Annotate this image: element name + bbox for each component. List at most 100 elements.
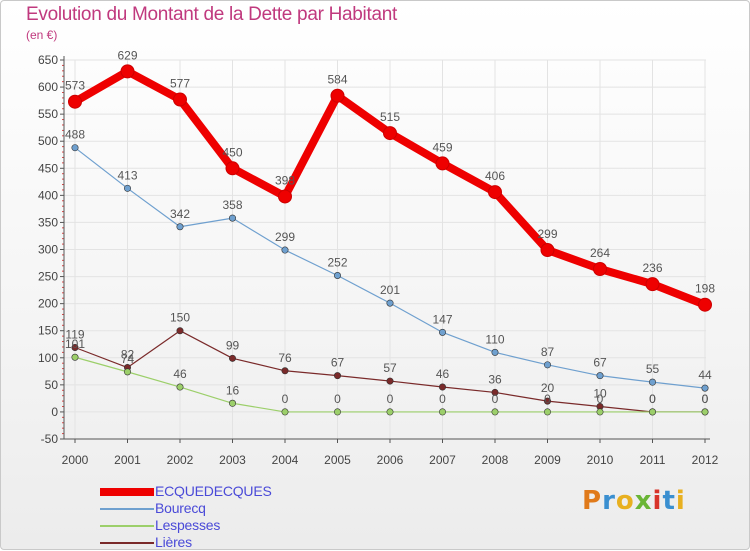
data-point bbox=[225, 161, 240, 176]
data-point bbox=[176, 327, 184, 335]
data-label: 629 bbox=[117, 48, 137, 62]
data-point bbox=[596, 408, 604, 416]
x-tick-label: 2006 bbox=[377, 453, 404, 467]
data-label: 46 bbox=[436, 367, 450, 381]
data-label: 36 bbox=[488, 372, 502, 386]
data-label: 299 bbox=[275, 230, 295, 244]
x-tick-label: 2001 bbox=[114, 453, 141, 467]
data-point bbox=[543, 408, 551, 416]
data-point bbox=[281, 367, 289, 375]
data-label: 67 bbox=[593, 356, 607, 370]
data-label: 76 bbox=[278, 351, 292, 365]
data-label: 82 bbox=[121, 348, 135, 362]
data-label: 488 bbox=[65, 128, 85, 142]
data-point bbox=[333, 372, 341, 380]
data-label: 10 bbox=[593, 387, 607, 401]
data-label: 413 bbox=[117, 168, 137, 182]
data-point bbox=[281, 246, 289, 254]
data-point bbox=[543, 361, 551, 369]
data-label: 0 bbox=[544, 392, 551, 406]
data-point bbox=[229, 214, 237, 222]
data-label: 16 bbox=[226, 383, 240, 397]
data-point bbox=[593, 261, 607, 276]
data-label: 198 bbox=[695, 282, 715, 296]
legend-label: ECQUEDECQUES bbox=[155, 483, 272, 499]
data-point bbox=[124, 184, 132, 192]
y-tick-label: 200 bbox=[38, 297, 58, 311]
data-label: 0 bbox=[649, 392, 656, 406]
chart-title: Evolution du Montant de la Dette par Hab… bbox=[26, 4, 397, 25]
data-label: 46 bbox=[173, 367, 187, 381]
data-label: 299 bbox=[537, 227, 557, 241]
data-label: 55 bbox=[646, 362, 660, 376]
data-point bbox=[386, 377, 394, 385]
data-point bbox=[648, 408, 656, 416]
data-point bbox=[488, 185, 502, 200]
y-tick-label: 450 bbox=[38, 161, 58, 175]
data-point bbox=[698, 297, 712, 312]
data-point bbox=[330, 88, 345, 103]
data-label: 342 bbox=[170, 207, 190, 221]
data-point bbox=[333, 271, 341, 279]
data-label: 0 bbox=[282, 392, 289, 406]
data-label: 0 bbox=[702, 392, 709, 406]
data-label: 119 bbox=[65, 327, 84, 341]
x-tick-label: 2010 bbox=[587, 453, 614, 467]
x-tick-label: 2005 bbox=[324, 453, 351, 467]
data-point bbox=[491, 408, 499, 416]
data-label: 459 bbox=[432, 140, 452, 154]
x-tick-label: 2000 bbox=[62, 453, 89, 467]
data-point bbox=[701, 408, 709, 416]
proxiti-logo: Proxiti bbox=[582, 486, 686, 516]
data-point bbox=[229, 399, 237, 407]
data-label: 236 bbox=[642, 261, 662, 275]
data-label: 0 bbox=[492, 392, 499, 406]
legend-label: Lespesses bbox=[155, 517, 221, 533]
data-point bbox=[120, 64, 135, 79]
x-tick-label: 2007 bbox=[429, 453, 456, 467]
data-label: 398 bbox=[275, 173, 295, 187]
legend-label: Bourecq bbox=[155, 500, 206, 516]
data-point bbox=[71, 144, 79, 152]
legend-swatch bbox=[100, 488, 154, 496]
data-label: 0 bbox=[702, 392, 709, 406]
x-tick-label: 2009 bbox=[534, 453, 561, 467]
data-label: 57 bbox=[383, 361, 397, 375]
data-point bbox=[438, 328, 446, 336]
data-label: 147 bbox=[432, 312, 452, 326]
x-tick-label: 2002 bbox=[167, 453, 194, 467]
data-point bbox=[229, 354, 237, 362]
data-point bbox=[648, 378, 656, 386]
data-label: 0 bbox=[334, 392, 341, 406]
data-label: 515 bbox=[380, 110, 400, 124]
y-tick-label: 0 bbox=[51, 405, 58, 419]
data-label: 201 bbox=[380, 283, 400, 297]
y-tick-label: 50 bbox=[45, 378, 59, 392]
data-label: 0 bbox=[387, 392, 394, 406]
legend-swatch bbox=[100, 508, 154, 510]
data-label: 44 bbox=[698, 368, 712, 382]
data-point bbox=[435, 156, 450, 171]
legend-swatch bbox=[100, 542, 154, 544]
data-label: 67 bbox=[331, 356, 345, 370]
data-point bbox=[176, 383, 184, 391]
legend-label: Lières bbox=[155, 534, 192, 550]
data-point bbox=[124, 368, 132, 376]
data-point bbox=[68, 94, 82, 109]
y-tick-label: 250 bbox=[38, 270, 58, 284]
data-label: 87 bbox=[541, 345, 555, 359]
data-point bbox=[386, 299, 394, 307]
data-label: 20 bbox=[541, 381, 555, 395]
data-label: 0 bbox=[597, 392, 604, 406]
data-label: 584 bbox=[327, 73, 347, 87]
x-tick-label: 2011 bbox=[640, 453, 666, 467]
y-tick-label: 550 bbox=[38, 107, 58, 121]
data-point bbox=[438, 408, 446, 416]
y-tick-label: 600 bbox=[38, 80, 58, 94]
data-point bbox=[71, 343, 79, 351]
y-tick-label: 300 bbox=[38, 243, 58, 257]
data-label: 450 bbox=[222, 145, 242, 159]
data-label: 99 bbox=[226, 338, 240, 352]
x-tick-label: 2012 bbox=[692, 453, 719, 467]
data-label: 358 bbox=[222, 198, 242, 212]
